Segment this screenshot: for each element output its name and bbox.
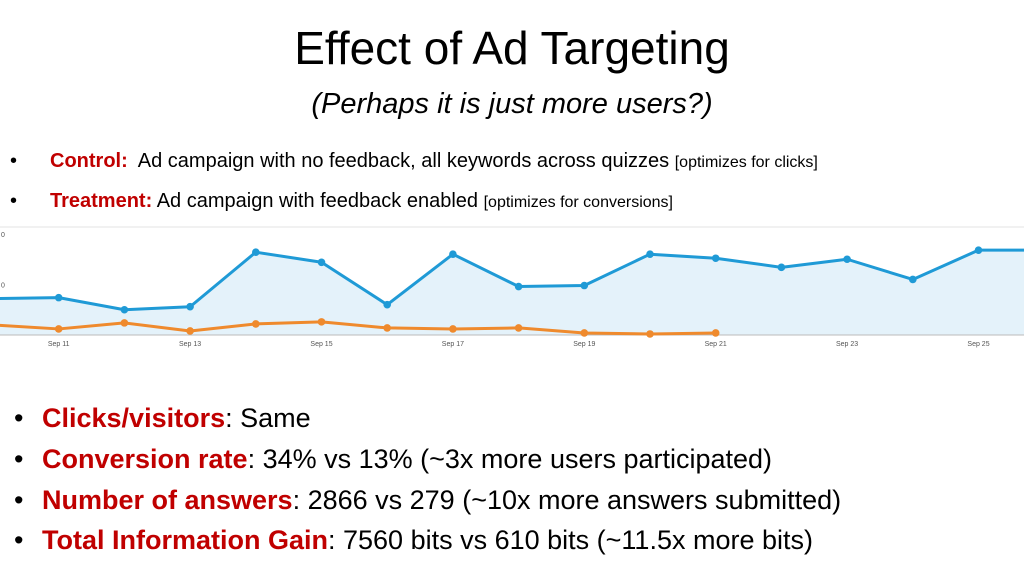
treatment-data-point (580, 281, 589, 290)
bullet-text: Treatment: Ad campaign with feedback ena… (50, 186, 673, 218)
clicks-label: Clicks/visitors (42, 403, 226, 433)
treatment-data-point (514, 282, 523, 291)
control-data-point (186, 327, 194, 335)
bullet-text: Clicks/visitors: Same (42, 398, 311, 438)
control-data-point (120, 319, 129, 327)
bullet-dot: • (14, 403, 24, 433)
control-data-point (514, 324, 523, 332)
information-gain-value: : 7560 bits vs 610 bits (~11.5x more bit… (328, 525, 813, 555)
treatment-data-point (186, 302, 194, 311)
treatment-data-point (252, 248, 260, 256)
control-data-point (646, 330, 654, 338)
treatment-data-point (449, 250, 457, 258)
treatment-data-point (54, 293, 63, 302)
x-tick-label: Sep 23 (836, 341, 858, 348)
bullet-text: Number of answers: 2866 vs 279 (~10x mor… (42, 480, 841, 520)
treatment-data-point (646, 250, 654, 258)
slide-subtitle: (Perhaps it is just more users?) (311, 88, 713, 120)
control-data-point (580, 329, 589, 337)
y-tick-label: 0 (1, 283, 5, 290)
x-tick-label: Sep 17 (442, 341, 464, 348)
conversion-rate-value: : 34% vs 13% (~3x more users participate… (247, 444, 773, 474)
control-description: Ad campaign with no feedback, all keywor… (137, 150, 670, 172)
y-tick-label: 0 (1, 232, 5, 239)
control-data-point (383, 324, 392, 332)
control-data-point (449, 325, 457, 333)
control-data-point (317, 318, 326, 326)
control-series-line (0, 320, 716, 336)
bullet-dot: • (14, 485, 24, 515)
line-chart: 0 0 Sep 11 Sep 13 Sep 15 Sep 17 Sep 19 Sep 21 Se… (0, 226, 1024, 356)
x-tick-label: Sep 21 (705, 341, 727, 348)
treatment-data-point (843, 255, 851, 264)
answers-value: : 2866 vs 279 (~10x more answers submitt… (292, 485, 842, 515)
x-tick-label: Sep 15 (310, 341, 332, 348)
control-label: Control: (50, 150, 128, 172)
slide-title: Effect of Ad Targeting (294, 22, 730, 74)
treatment-data-point (317, 258, 326, 267)
x-tick-label: Sep 13 (179, 341, 201, 348)
bullet-dot: • (14, 525, 24, 555)
treatment-data-point (383, 300, 392, 309)
answers-label: Number of answers (42, 485, 293, 515)
treatment-data-point (974, 246, 983, 254)
treatment-data-point (711, 254, 720, 263)
control-data-point (54, 325, 63, 333)
treatment-data-point (909, 275, 917, 284)
treatment-area (0, 250, 1024, 335)
control-note: [optimizes for clicks] (674, 154, 818, 171)
x-tick-label: Sep 25 (967, 341, 989, 348)
treatment-data-point (777, 263, 786, 272)
bullet-dot: • (10, 150, 18, 172)
bullet-dot: • (10, 190, 18, 212)
x-tick-label: Sep 11 (48, 341, 70, 348)
conversion-rate-label: Conversion rate (42, 444, 248, 474)
information-gain-label: Total Information Gain (42, 525, 328, 555)
line-chart-svg: 0 0 Sep 11 Sep 13 Sep 15 Sep 17 Sep 19 Sep 21 Se… (0, 226, 1024, 348)
treatment-label: Treatment: (50, 190, 153, 212)
control-data-point (711, 329, 720, 337)
clicks-value: : Same (225, 403, 311, 433)
x-tick-label: Sep 19 (573, 341, 595, 348)
bullet-text: Conversion rate: 34% vs 13% (~3x more us… (42, 439, 772, 479)
bullet-dot: • (14, 444, 24, 474)
bullet-text: Control: Ad campaign with no feedback, a… (50, 146, 818, 178)
control-data-point (252, 320, 260, 328)
bullet-text: Total Information Gain: 7560 bits vs 610… (42, 520, 813, 560)
treatment-note: [optimizes for conversions] (483, 194, 673, 211)
treatment-data-point (120, 305, 129, 314)
treatment-description: Ad campaign with feedback enabled (156, 190, 479, 212)
